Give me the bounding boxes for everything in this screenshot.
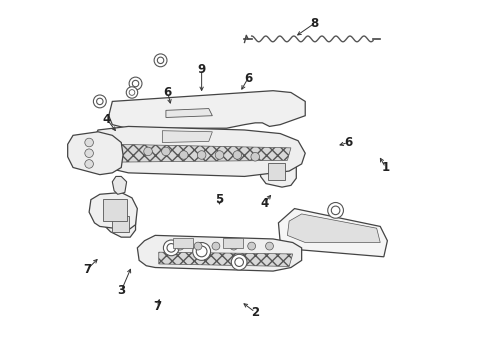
Circle shape xyxy=(126,87,138,98)
Circle shape xyxy=(93,95,106,108)
Polygon shape xyxy=(260,155,296,187)
Text: 7: 7 xyxy=(83,263,91,276)
Circle shape xyxy=(162,147,170,156)
Circle shape xyxy=(212,242,220,250)
Circle shape xyxy=(247,242,255,250)
Text: 7: 7 xyxy=(153,300,161,313)
Circle shape xyxy=(129,90,135,95)
Circle shape xyxy=(197,151,205,159)
Polygon shape xyxy=(165,109,212,117)
Circle shape xyxy=(154,54,166,67)
Text: 3: 3 xyxy=(117,284,125,297)
Text: 9: 9 xyxy=(197,63,205,76)
Circle shape xyxy=(176,242,184,250)
Circle shape xyxy=(129,77,142,90)
Bar xyxy=(267,163,285,180)
Text: 6: 6 xyxy=(244,72,252,85)
Circle shape xyxy=(84,159,93,168)
Circle shape xyxy=(234,258,243,266)
Circle shape xyxy=(132,80,139,87)
Circle shape xyxy=(229,242,237,250)
Circle shape xyxy=(166,244,175,252)
Circle shape xyxy=(157,57,163,64)
Text: 2: 2 xyxy=(251,306,259,319)
Polygon shape xyxy=(287,214,380,243)
Circle shape xyxy=(250,153,259,161)
Text: 8: 8 xyxy=(309,17,318,30)
Polygon shape xyxy=(137,235,301,271)
Polygon shape xyxy=(159,252,292,266)
Polygon shape xyxy=(112,176,126,194)
Circle shape xyxy=(97,98,103,105)
Circle shape xyxy=(192,243,210,260)
Circle shape xyxy=(215,151,224,159)
Text: 4: 4 xyxy=(260,197,268,210)
Text: 1: 1 xyxy=(381,161,389,174)
Circle shape xyxy=(265,242,273,250)
Circle shape xyxy=(196,246,206,257)
Bar xyxy=(112,216,129,232)
Circle shape xyxy=(194,242,202,250)
Circle shape xyxy=(331,206,339,215)
Circle shape xyxy=(179,151,188,159)
Polygon shape xyxy=(278,208,386,257)
Polygon shape xyxy=(116,144,290,162)
Polygon shape xyxy=(102,208,135,237)
Text: 4: 4 xyxy=(102,113,111,126)
Polygon shape xyxy=(91,126,305,176)
Circle shape xyxy=(163,240,179,256)
Text: 5: 5 xyxy=(215,193,223,206)
Bar xyxy=(103,199,126,221)
Polygon shape xyxy=(89,193,137,230)
Circle shape xyxy=(231,254,246,270)
Circle shape xyxy=(143,147,152,156)
Bar xyxy=(223,238,242,248)
Polygon shape xyxy=(108,91,305,128)
Text: 6: 6 xyxy=(343,136,351,149)
Text: 6: 6 xyxy=(163,86,171,99)
Polygon shape xyxy=(67,132,123,175)
Circle shape xyxy=(327,203,343,218)
Circle shape xyxy=(233,151,241,159)
Bar xyxy=(173,238,192,248)
Circle shape xyxy=(84,149,93,157)
Polygon shape xyxy=(162,131,212,143)
Circle shape xyxy=(84,138,93,147)
